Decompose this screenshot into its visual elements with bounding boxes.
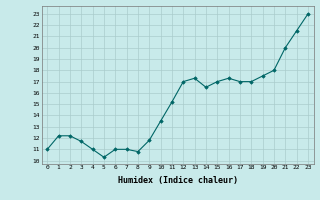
X-axis label: Humidex (Indice chaleur): Humidex (Indice chaleur) xyxy=(118,176,237,185)
